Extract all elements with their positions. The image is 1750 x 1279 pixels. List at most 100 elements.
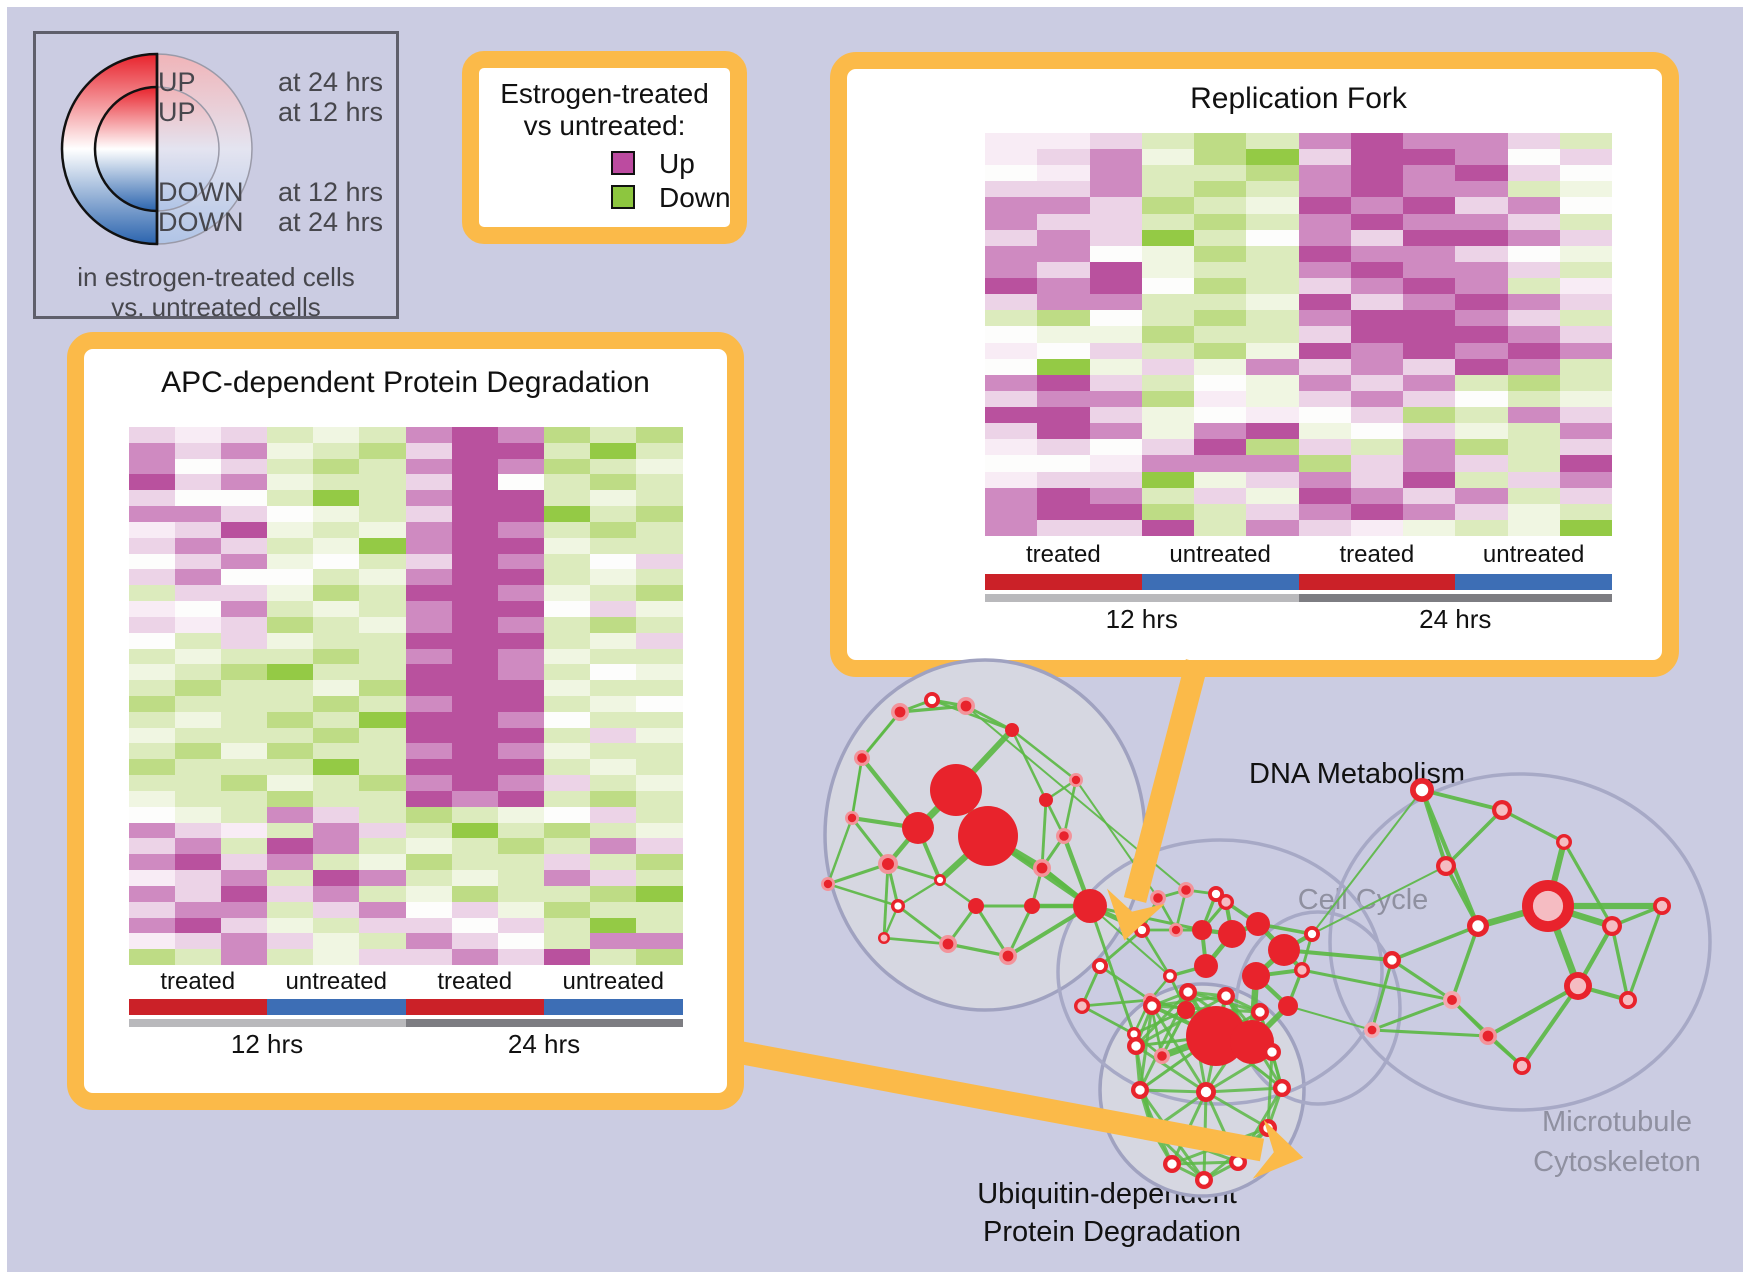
gradient-legend-footer-1: in estrogen-treated cells — [77, 262, 355, 292]
heatmap-cell — [636, 585, 683, 602]
heatmap-cell — [1089, 423, 1142, 440]
network-edge — [1282, 948, 1304, 972]
heatmap-cell — [128, 474, 175, 491]
heatmap-cell — [544, 521, 591, 538]
network-edge — [1151, 990, 1189, 1008]
heatmap-cell — [359, 569, 406, 586]
heatmap-cell — [405, 933, 452, 950]
heatmap-cell — [1194, 149, 1247, 166]
gene-node — [847, 813, 857, 823]
heatmap-cell — [405, 838, 452, 855]
network-edge — [860, 711, 902, 759]
network-edge — [1224, 995, 1274, 1053]
heatmap-cell — [174, 775, 221, 791]
heatmap-cell — [590, 885, 637, 902]
heatmap-cell — [359, 711, 406, 728]
heatmap-cell — [128, 885, 175, 902]
heatmap-cell — [1246, 294, 1299, 311]
network-edge — [1205, 1086, 1283, 1094]
heatmap-cell — [590, 458, 637, 475]
network-edge — [931, 698, 1013, 732]
gradient-legend-box: UP at 24 hrs UP at 12 hrs DOWN at 12 hrs… — [33, 31, 399, 322]
heatmap-cell — [128, 790, 175, 807]
heatmap-cell — [985, 358, 1038, 375]
heatmap-cell — [1298, 294, 1351, 311]
heatmap-cell — [1246, 503, 1299, 520]
gene-node — [1095, 961, 1105, 971]
gene-node — [1166, 972, 1174, 980]
heatmap-cell — [1559, 261, 1612, 279]
heatmap-cell — [1089, 519, 1142, 536]
heatmap-cell — [405, 632, 452, 649]
gene-node — [1273, 1079, 1291, 1097]
untreated-bar-segment — [1141, 574, 1299, 590]
network-edge — [1151, 994, 1227, 1008]
gene-node — [854, 750, 870, 766]
heatmap-cell — [128, 711, 175, 728]
network-edge — [1040, 866, 1092, 908]
network-edge — [1149, 975, 1171, 1001]
heatmap-cell — [1037, 519, 1090, 536]
heatmap-cell — [451, 743, 498, 760]
heatmap-cell — [405, 901, 452, 918]
apc-12hrs-label: 12 hrs — [230, 1029, 304, 1059]
network-edge — [1224, 900, 1260, 926]
network-edge — [1205, 1090, 1269, 1130]
heatmap-cell — [359, 695, 406, 712]
network-edge — [1258, 1011, 1284, 1089]
apc-to-ubiquitin-arrow-head — [1252, 1119, 1304, 1179]
heatmap-cell — [985, 519, 1038, 536]
heatmap-cell — [1507, 294, 1560, 311]
up-12-direction: UP — [158, 97, 196, 127]
heatmap-cell — [1298, 471, 1351, 488]
heatmap-cell — [359, 632, 406, 649]
heatmap-cell — [1403, 519, 1456, 536]
heatmap-cell — [1350, 342, 1403, 359]
heatmap-cell — [590, 506, 637, 522]
down-24-direction: DOWN — [158, 207, 244, 237]
network-edge — [974, 905, 1010, 957]
heatmap-cell — [128, 680, 175, 696]
heatmap-cell — [1559, 519, 1612, 536]
heatmap-cell — [1455, 519, 1508, 536]
gene-node — [1208, 886, 1224, 902]
heatmap-cell — [313, 759, 360, 776]
heatmap-cell — [451, 506, 498, 522]
heatmap-cell — [1559, 439, 1612, 456]
heatmap-cell — [405, 775, 452, 791]
repfork-group-untreated-24: untreated — [1482, 541, 1585, 568]
heatmap-cell — [220, 854, 267, 871]
gene-node — [821, 877, 835, 891]
network-edge — [851, 757, 863, 819]
heatmap-cell — [313, 521, 360, 538]
heatmap-cell — [985, 213, 1038, 230]
heatmap-cell — [1455, 197, 1508, 214]
gene-node — [1516, 1060, 1528, 1072]
network-edge — [1576, 924, 1614, 988]
heatmap-cell — [359, 806, 406, 823]
network-edge — [1099, 928, 1143, 968]
heatmap-cell — [128, 775, 175, 791]
heatmap-cell — [1246, 197, 1299, 214]
heatmap-cell — [1507, 503, 1560, 520]
heatmap-cell — [1455, 455, 1508, 472]
heatmap-cell — [1455, 294, 1508, 311]
network-edge — [1151, 1004, 1261, 1014]
heatmap-cell — [1298, 374, 1351, 391]
gene-node — [891, 899, 905, 913]
heatmap-cell — [544, 743, 591, 760]
heatmap-cell — [1298, 503, 1351, 520]
gene-node — [1183, 987, 1193, 997]
heatmap-cell — [985, 278, 1038, 295]
heatmap-cell — [405, 553, 452, 570]
heatmap-cell — [590, 870, 637, 886]
heatmap-cell — [1559, 423, 1612, 440]
heatmap-cell — [1455, 213, 1508, 230]
heatmap-cell — [128, 648, 175, 665]
heatmap-cell — [985, 181, 1038, 198]
heatmap-cell — [267, 949, 314, 965]
heatmap-cell — [405, 695, 452, 712]
heatmap-cell — [220, 442, 267, 459]
network-edge — [1170, 1091, 1208, 1165]
heatmap-cell — [359, 901, 406, 918]
